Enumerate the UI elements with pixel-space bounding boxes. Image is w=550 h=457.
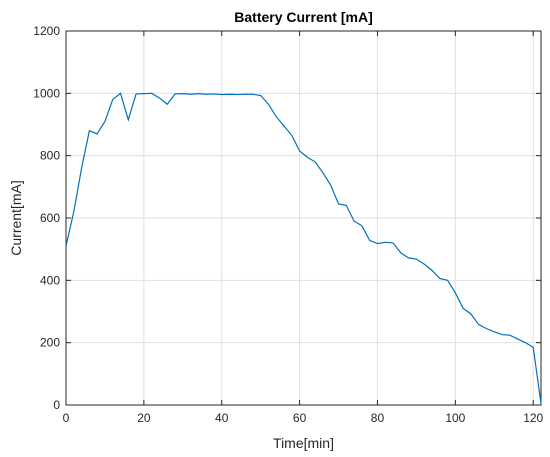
y-tick-label: 1200: [33, 24, 60, 38]
x-tick-label: 80: [371, 411, 385, 425]
y-tick-label: 600: [40, 211, 60, 225]
y-tick-label: 200: [40, 336, 60, 350]
x-tick-label: 100: [445, 411, 465, 425]
x-tick-label: 0: [63, 411, 70, 425]
y-tick-label: 0: [53, 398, 60, 412]
x-axis-label: Time[min]: [273, 435, 334, 451]
x-tick-labels: 0 20 40 60 80 100 120: [63, 411, 544, 425]
x-tick-label: 40: [215, 411, 229, 425]
x-tick-label: 60: [293, 411, 307, 425]
x-tick-label: 120: [523, 411, 543, 425]
chart-title: Battery Current [mA]: [234, 9, 372, 25]
y-tick-label: 800: [40, 149, 60, 163]
axis-ticks: [65, 30, 541, 406]
y-axis-label: Current[mA]: [8, 180, 24, 255]
grid-lines: [66, 31, 541, 405]
y-tick-label: 400: [40, 273, 60, 287]
y-tick-labels: 0 200 400 600 800 1000 1200: [33, 24, 60, 412]
y-tick-label: 1000: [33, 86, 60, 100]
series-line-battery-current: [65, 92, 542, 404]
x-tick-label: 20: [137, 411, 151, 425]
